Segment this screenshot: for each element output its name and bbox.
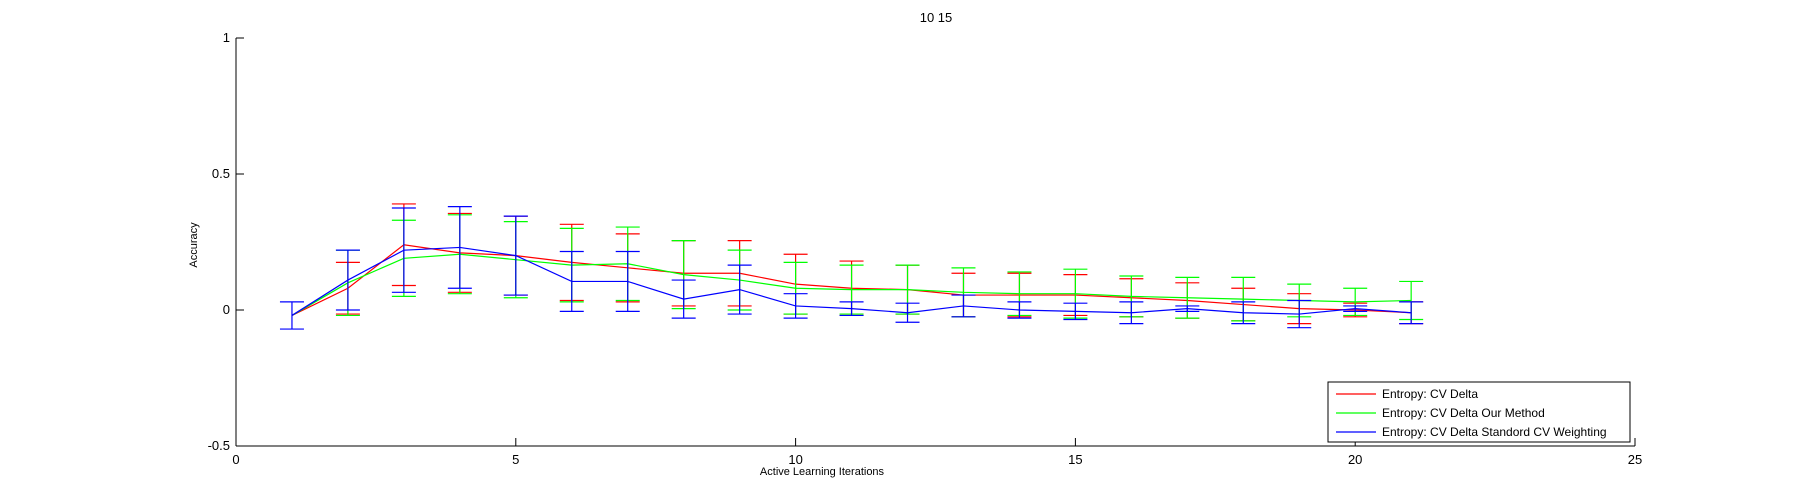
- x-tick-label: 5: [512, 452, 519, 467]
- x-tick-label: 15: [1068, 452, 1082, 467]
- y-tick-label: 0: [223, 302, 230, 317]
- y-axis-label: Accuracy: [188, 222, 200, 268]
- legend-label: Entropy: CV Delta Our Method: [1382, 406, 1545, 420]
- y-tick-label: 0.5: [212, 166, 230, 181]
- x-tick-label: 0: [232, 452, 239, 467]
- legend-label: Entropy: CV Delta Standord CV Weighting: [1382, 425, 1607, 439]
- series-3: [279, 206, 1424, 330]
- x-tick-label: 25: [1628, 452, 1642, 467]
- x-tick-label: 10: [788, 452, 802, 467]
- legend: Entropy: CV Delta Entropy: CV Delta Our M…: [1327, 381, 1631, 443]
- series-1: [291, 203, 1424, 325]
- legend-box: [1327, 381, 1631, 443]
- x-tick-label: 20: [1348, 452, 1362, 467]
- chart-title: 10 15: [920, 10, 953, 25]
- y-tick-label: 1: [223, 30, 230, 45]
- legend-label: Entropy: CV Delta: [1382, 387, 1478, 401]
- plot-area: 0 5 10 15 20 25-0.500.51: [208, 30, 1643, 467]
- y-tick-label: -0.5: [208, 438, 230, 453]
- x-axis-label: Active Learning Iterations: [760, 466, 885, 478]
